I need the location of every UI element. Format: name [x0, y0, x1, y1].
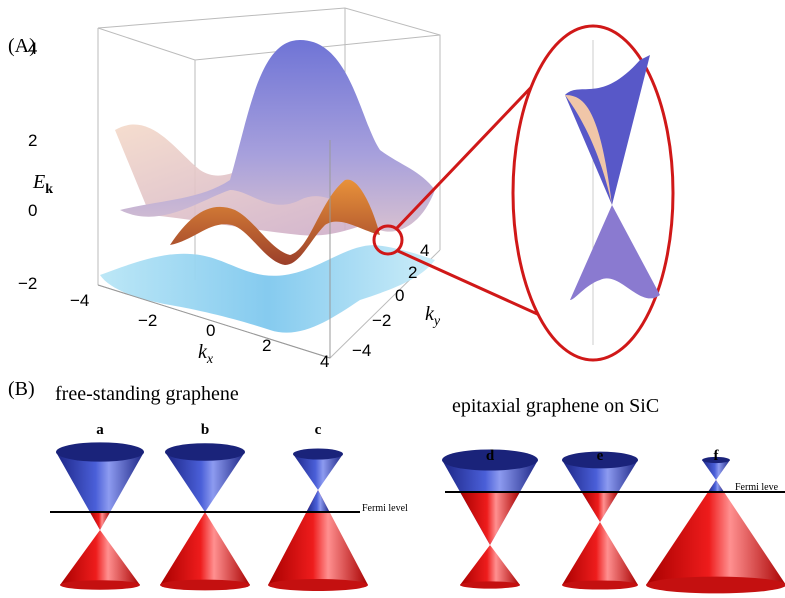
- cone-cap: [56, 442, 144, 461]
- x-tick-label: 4: [320, 352, 329, 371]
- filled-states: [90, 512, 110, 530]
- cone-base: [562, 580, 638, 589]
- group-title: epitaxial graphene on SiC: [452, 395, 659, 417]
- y-axis-label: ky: [425, 303, 441, 329]
- cone-cap: [293, 449, 343, 460]
- panel-b: (B) free-standing graphene epitaxial gra…: [8, 378, 785, 593]
- lower-cone: [460, 545, 520, 585]
- z-tick-label: −2: [18, 274, 37, 293]
- upper-cone: [165, 452, 245, 512]
- filled-states: [582, 492, 619, 522]
- cone-label: b: [201, 422, 209, 438]
- empty-states: [708, 480, 724, 492]
- lower-cone: [160, 512, 250, 585]
- cone-label: a: [96, 422, 104, 438]
- x-tick-label: −4: [70, 291, 89, 310]
- cone-base: [460, 581, 520, 588]
- y-tick-label: −2: [372, 311, 391, 330]
- x-tick-label: 2: [262, 336, 271, 355]
- empty-states: [306, 490, 329, 512]
- fermi-label: Fermi level: [362, 503, 408, 514]
- cone-base: [646, 577, 785, 594]
- cone-base: [160, 580, 250, 591]
- z-ticks: 4 2 0 −2: [18, 39, 37, 293]
- group-title: free-standing graphene: [55, 383, 239, 405]
- x-tick-label: −2: [138, 311, 157, 330]
- y-tick-label: 0: [395, 286, 404, 305]
- x-axis-label: kx: [198, 341, 214, 367]
- z-tick-label: 0: [28, 201, 37, 220]
- y-tick-label: −4: [352, 341, 371, 360]
- figure: (A) 4 2 0 −2 Ek −4 −2 0 2 4 kx 4 2: [0, 0, 785, 598]
- cone-label: e: [597, 448, 604, 464]
- z-tick-label: 2: [28, 131, 37, 150]
- lower-cone: [646, 480, 785, 585]
- x-tick-label: 0: [206, 321, 215, 340]
- z-axis-label: Ek: [32, 171, 53, 197]
- lower-cone: [60, 530, 140, 585]
- filled-states: [460, 492, 520, 545]
- cone-base: [268, 579, 368, 591]
- lower-cone: [562, 522, 638, 585]
- cone-base: [60, 580, 140, 590]
- z-tick-label: 4: [28, 39, 37, 58]
- cone-cap: [165, 443, 245, 461]
- cone-label: d: [486, 448, 495, 464]
- y-tick-label: 2: [408, 263, 417, 282]
- y-tick-label: 4: [420, 241, 429, 260]
- panel-a: (A) 4 2 0 −2 Ek −4 −2 0 2 4 kx 4 2: [8, 8, 673, 371]
- panel-label: (B): [8, 378, 35, 400]
- surface-upper: [120, 40, 435, 232]
- cone-label: c: [315, 422, 322, 438]
- fermi-label: Fermi leve: [735, 482, 779, 493]
